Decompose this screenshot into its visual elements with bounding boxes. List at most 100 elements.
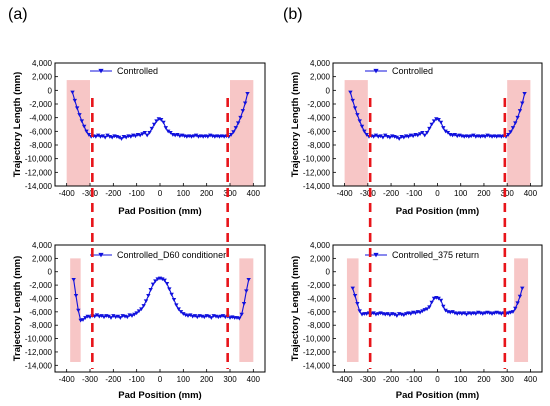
x-tick-label: -200: [383, 189, 400, 198]
data-point: [387, 135, 393, 140]
x-axis-title: Pad Position (mm): [118, 390, 201, 401]
data-point: [520, 286, 525, 291]
data-point: [242, 101, 248, 106]
x-tick-label: -200: [105, 375, 122, 384]
y-tick-label: 2,000: [310, 254, 331, 263]
data-point: [348, 90, 353, 95]
charts-group: 4,000 2,000 0 -2,000 -4,000 -6,000 -8,000 -10,0…: [12, 59, 543, 401]
x-tick-label: 100: [177, 189, 191, 198]
y-tick-label: -8,000: [29, 321, 52, 330]
dashed-guides: [91, 98, 507, 369]
data-point: [206, 314, 212, 319]
data-point: [357, 119, 362, 124]
data-point: [80, 318, 86, 322]
x-tick-label: 0: [435, 189, 440, 198]
data-point: [105, 133, 110, 138]
data-point: [149, 126, 155, 131]
x-tick-label: 0: [158, 375, 163, 384]
legend-marker: [373, 68, 379, 74]
y-tick-label: -4,000: [29, 294, 52, 303]
chart-top-left: 4,000 2,000 0 -2,000 -4,000 -6,000 -8,000 -10,0…: [12, 59, 266, 217]
y-tick-label: -2,000: [307, 281, 330, 290]
data-point: [188, 313, 193, 318]
data-point: [394, 135, 400, 140]
y-tick-label: 0: [48, 268, 53, 277]
y-tick-label: 4,000: [310, 59, 331, 68]
data-point: [228, 132, 234, 137]
chart-bottom-right: 4,000 2,000 0 -2,000 -4,000 -6,000 -8,000 -10,0…: [290, 241, 543, 401]
legend: Controlled_D60 conditioner: [90, 250, 226, 260]
data-point: [84, 129, 89, 134]
data-point: [86, 132, 92, 137]
x-tick-label: -400: [59, 375, 76, 384]
data-point: [380, 135, 386, 140]
x-tick-label: 200: [200, 375, 214, 384]
data-point: [422, 133, 427, 138]
data-point: [162, 278, 167, 283]
shaded-region: [66, 80, 90, 186]
legend-label: Controlled_D60 conditioner: [117, 250, 226, 260]
data-point: [387, 313, 393, 318]
data-point: [443, 129, 448, 134]
y-tick-label: -4,000: [307, 114, 330, 123]
x-tick-label: 300: [223, 189, 237, 198]
data-point: [168, 130, 173, 135]
data-point: [73, 294, 79, 298]
data-point: [510, 126, 516, 130]
x-tick-label: -200: [383, 375, 400, 384]
data-point: [147, 130, 152, 135]
panel-label-b: (b): [283, 6, 303, 23]
data-point: [193, 133, 199, 138]
y-tick-label: 4,000: [32, 59, 53, 68]
legend: Controlled_375 return: [365, 250, 479, 260]
series-line: [71, 92, 249, 140]
data-point: [362, 129, 367, 134]
series-line: [349, 92, 526, 140]
y-tick-label: 0: [326, 86, 331, 95]
data-point: [424, 307, 430, 312]
x-tick-label: 200: [477, 189, 491, 198]
data-point: [408, 312, 413, 316]
x-tick-label: -100: [129, 189, 146, 198]
y-tick-label: -14,000: [25, 361, 53, 370]
legend-label: Controlled_375 return: [392, 250, 479, 260]
data-point: [116, 135, 122, 140]
data-point: [74, 106, 80, 111]
data-point: [371, 135, 376, 139]
x-tick-label: -100: [406, 189, 423, 198]
data-point: [406, 135, 411, 139]
data-point: [175, 132, 180, 137]
data-point: [522, 91, 527, 96]
data-point: [106, 314, 111, 319]
data-point: [427, 305, 432, 310]
data-point: [100, 134, 106, 139]
data-point: [350, 286, 355, 291]
data-point: [240, 109, 246, 113]
data-point: [129, 314, 135, 318]
data-point: [383, 133, 388, 138]
data-point: [443, 308, 448, 313]
y-tick-label: -2,000: [307, 100, 330, 109]
data-point: [508, 130, 513, 134]
y-tick-label: -2,000: [29, 100, 52, 109]
data-point: [417, 132, 423, 137]
data-point: [94, 313, 100, 318]
data-point: [513, 306, 518, 311]
y-tick-label: -12,000: [303, 168, 331, 177]
data-point: [378, 134, 383, 139]
data-point: [450, 310, 455, 314]
y-tick-label: -6,000: [307, 308, 330, 317]
x-tick-label: -400: [337, 375, 354, 384]
data-point: [111, 314, 116, 318]
data-point: [133, 134, 138, 139]
data-point: [401, 135, 407, 140]
data-point: [143, 299, 149, 304]
data-point: [70, 90, 75, 95]
y-tick-label: -12,000: [25, 168, 53, 177]
data-point: [139, 307, 144, 312]
x-tick-label: 300: [500, 189, 514, 198]
data-point: [178, 310, 184, 314]
data-point: [99, 314, 104, 318]
y-tick-label: 0: [326, 268, 331, 277]
x-tick-label: 100: [454, 189, 468, 198]
